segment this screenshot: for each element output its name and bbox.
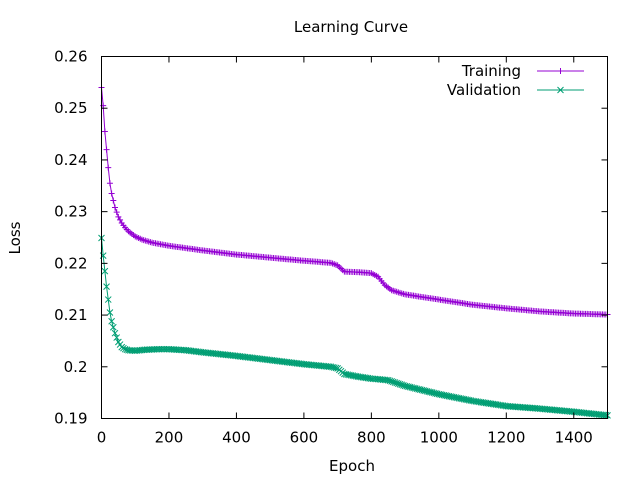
data-point-training: [117, 216, 124, 223]
y-tick-label: 0.26: [54, 48, 87, 66]
data-point-validation: [101, 267, 109, 275]
legend-entry-validation: Validation: [447, 81, 584, 99]
data-point-training: [115, 213, 122, 220]
data-point-training: [108, 190, 115, 197]
series-markers-training: [98, 84, 611, 318]
series-line-training: [101, 87, 608, 316]
series-markers-validation: [98, 234, 611, 419]
y-tick-label: 0.23: [54, 203, 87, 221]
data-point-training: [103, 146, 110, 153]
data-point-training: [105, 164, 112, 171]
y-tick-label: 0.21: [54, 306, 87, 324]
y-tick-label: 0.19: [54, 410, 87, 428]
data-point-training: [111, 204, 118, 211]
y-tick-label: 0.25: [54, 99, 87, 117]
data-point-validation: [109, 323, 117, 331]
chart-title: Learning Curve: [294, 18, 408, 36]
legend-swatch-marker: [557, 68, 564, 74]
legend-label: Validation: [447, 81, 521, 99]
x-tick-label: 400: [222, 429, 251, 447]
y-tick-label: 0.22: [54, 254, 87, 272]
x-axis-label: Epoch: [329, 457, 375, 475]
y-tick-label: 0.24: [54, 151, 87, 169]
data-point-training: [101, 128, 108, 135]
x-tick-label: 1200: [487, 429, 525, 447]
series-training: [98, 84, 611, 318]
data-point-validation: [113, 334, 121, 341]
tick-layer: 0 200 400 600 800 1000 1200 1400 0.19 0.2 0.21 0.22…: [54, 48, 608, 447]
x-tick-label: 800: [357, 429, 386, 447]
y-tick-label: 0.2: [64, 358, 88, 376]
data-point-validation: [111, 329, 119, 337]
x-tick-label: 0: [97, 429, 107, 447]
legend-swatch-marker: [557, 86, 564, 94]
y-axis-label: Loss: [6, 221, 24, 254]
plot-frame: [101, 56, 608, 419]
legend-entry-training: Training: [461, 62, 584, 80]
x-tick-label: 600: [290, 429, 319, 447]
legend-label: Training: [461, 62, 521, 80]
series-layer: [98, 84, 611, 419]
data-point-training: [110, 197, 117, 204]
data-point-training: [106, 180, 113, 187]
data-point-validation: [104, 296, 112, 303]
series-validation: [98, 234, 611, 419]
x-tick-label: 1000: [420, 429, 458, 447]
data-point-validation: [108, 317, 115, 325]
data-point-validation: [103, 283, 110, 290]
series-line-validation: [101, 237, 608, 416]
data-point-validation: [332, 364, 340, 372]
data-point-training: [113, 209, 120, 216]
data-point-validation: [106, 309, 114, 316]
x-tick-label: 200: [155, 429, 184, 447]
x-tick-label: 1400: [555, 429, 593, 447]
